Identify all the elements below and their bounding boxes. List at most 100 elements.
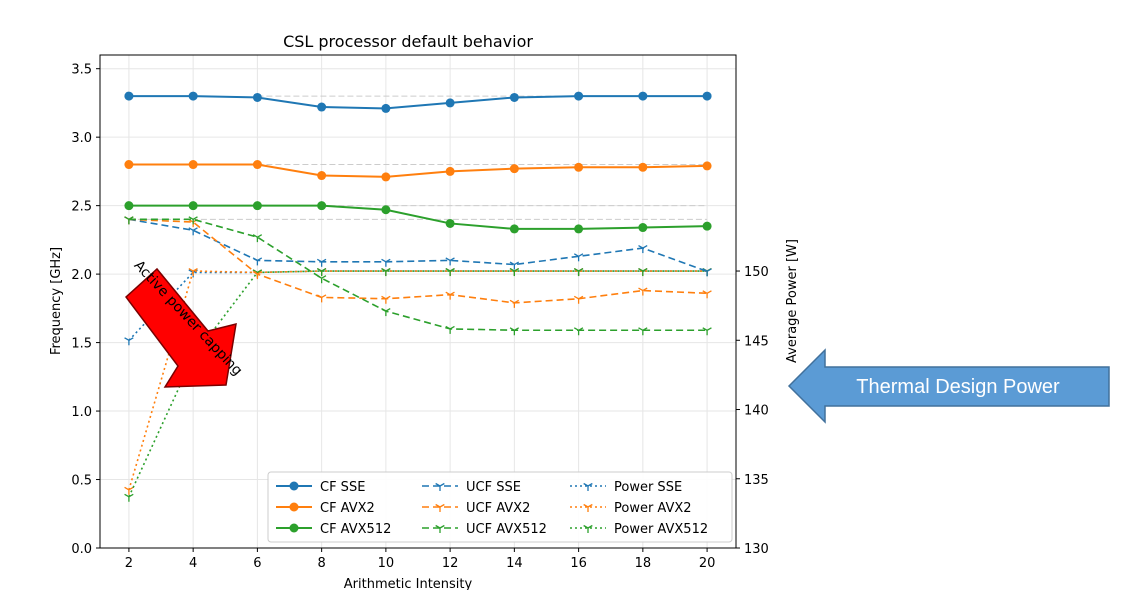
data-point: [316, 275, 327, 284]
series-line: [128, 95, 708, 110]
legend-marker: [435, 524, 445, 533]
data-point: [702, 268, 712, 277]
chart-title: CSL processor default behavior: [283, 32, 533, 51]
data-point: [574, 91, 584, 101]
legend-entry: Power AVX512: [570, 522, 708, 537]
y-tick-label: 1.5: [71, 337, 92, 352]
series-ucf-avx512: [124, 216, 712, 336]
data-point: [702, 91, 712, 101]
y-tick-label: 3.5: [71, 63, 92, 78]
y2-ticks: 130 135 140 145 150: [736, 265, 769, 557]
y-tick-label: 3.0: [71, 131, 92, 146]
y-ticks: 0.0 0.5 1.0 1.5 2.0 2.5 3.0 3.5: [71, 63, 100, 557]
data-point: [381, 267, 391, 277]
data-point: [381, 205, 391, 215]
x-tick-label: 16: [570, 556, 587, 571]
data-point: [509, 261, 520, 270]
data-point: [638, 287, 648, 296]
y-tick-label: 2.5: [71, 200, 92, 215]
data-point: [638, 245, 648, 254]
y-tick-label: 1.0: [71, 405, 92, 420]
data-point: [509, 224, 519, 234]
legend-label: CF AVX2: [320, 501, 375, 516]
series-line: [128, 218, 708, 304]
data-point: [252, 201, 262, 211]
data-point: [316, 258, 327, 267]
legend-marker: [583, 503, 593, 512]
data-point: [317, 201, 327, 211]
legend-label: CF SSE: [320, 480, 365, 495]
x-tick-label: 18: [635, 556, 652, 571]
legend-entry: CF AVX512: [276, 522, 391, 537]
data-point: [702, 161, 712, 171]
data-point: [702, 327, 712, 336]
series-cf-avx512: [124, 201, 712, 234]
data-point: [252, 257, 263, 266]
reference-lines: [128, 95, 708, 220]
data-point: [573, 267, 584, 277]
data-point: [702, 290, 712, 299]
y2-axis-title: Average Power [W]: [785, 239, 800, 363]
legend-marker: [583, 524, 593, 533]
legend-entry: CF SSE: [276, 480, 365, 495]
data-point: [445, 267, 455, 277]
data-point: [252, 92, 262, 102]
x-axis-title: Arithmetic Intensity: [344, 577, 473, 590]
data-point: [573, 253, 584, 262]
x-tick-label: 10: [378, 556, 395, 571]
x-tick-label: 20: [699, 556, 716, 571]
y2-tick-label: 140: [744, 404, 769, 419]
data-point: [445, 98, 455, 108]
legend-label: Power AVX2: [614, 501, 692, 516]
data-point: [381, 258, 391, 267]
data-point: [124, 201, 134, 211]
legend-marker: [435, 503, 445, 512]
data-point: [317, 171, 327, 181]
data-point: [574, 162, 584, 172]
plot-frame: [99, 54, 737, 549]
data-point: [509, 299, 520, 308]
y2-tick-label: 145: [744, 334, 769, 349]
data-point: [252, 234, 263, 243]
x-tick-label: 12: [442, 556, 459, 571]
data-point: [381, 172, 391, 182]
data-point: [445, 166, 455, 176]
x-ticks: 2 4 6 8 10 12 14 16 18 20: [125, 548, 716, 571]
data-point: [317, 102, 327, 112]
series-line: [128, 218, 708, 273]
y-axis-title: Frequency [GHz]: [49, 247, 64, 355]
data-point: [573, 327, 584, 336]
legend-frame: [267, 471, 733, 543]
legend: CF SSE CF AVX2 CF AVX512 UCF SSE UCF AVX2 UCF…: [267, 471, 733, 543]
data-point: [638, 327, 648, 336]
data-point: [124, 337, 134, 346]
y-tick-label: 0.0: [71, 542, 92, 557]
legend-label: UCF AVX512: [466, 522, 547, 537]
tdp-arrow: [787, 348, 1110, 424]
legend-entry: UCF AVX512: [422, 522, 547, 537]
legend-entry: UCF SSE: [422, 480, 521, 495]
data-point: [124, 486, 134, 495]
data-point: [381, 295, 391, 304]
legend-label: Power SSE: [614, 480, 682, 495]
data-point: [252, 271, 263, 280]
data-point: [509, 267, 520, 277]
data-point: [381, 308, 391, 317]
legend-entry: UCF AVX2: [422, 501, 530, 516]
data-point: [381, 103, 391, 113]
y2-tick-label: 135: [744, 473, 769, 488]
data-point: [188, 216, 198, 225]
data-point: [316, 294, 327, 303]
series-ucf-sse: [124, 216, 712, 277]
data-point: [574, 224, 584, 234]
legend-marker: [435, 482, 445, 491]
data-point: [573, 295, 584, 304]
legend-label: UCF AVX2: [466, 501, 530, 516]
x-tick-label: 6: [253, 556, 261, 571]
series-line: [128, 270, 708, 498]
series-line: [128, 218, 708, 332]
legend-entry: Power SSE: [570, 480, 682, 495]
power-capping-annotation: Active power capping: [124, 258, 245, 388]
tdp-annotation: Thermal Design Power: [787, 348, 1110, 424]
data-point: [188, 201, 198, 211]
